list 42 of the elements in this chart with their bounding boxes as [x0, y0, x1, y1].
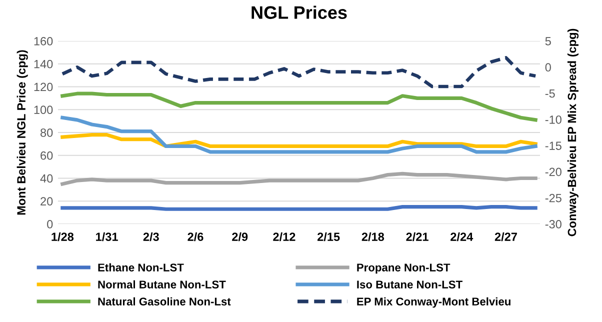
y-tick-label: 80	[40, 128, 53, 137]
line-series	[60, 116, 538, 154]
legend-label: EP Mix Conway-Mont Belvieu	[357, 297, 510, 308]
x-tick-label: 2/12	[273, 232, 296, 242]
legend-label: Natural Gasoline Non-Lst	[98, 297, 231, 306]
y-axis-title: Mont Belvieu NGL Price (cpg)	[16, 50, 28, 215]
x-tick-label: 2/9	[232, 232, 248, 242]
y2-tick-label: -30	[545, 220, 562, 228]
x-tick-label: 2/15	[317, 232, 340, 242]
y2-tick-label: -5	[545, 89, 555, 98]
legend-label: Ethane Non-LST	[98, 263, 184, 272]
y2-tick-label: -20	[545, 168, 562, 176]
y-tick-label: 60	[40, 151, 53, 160]
x-tick-label: 2/3	[143, 232, 159, 242]
x-tick-label: 1/31	[96, 232, 118, 242]
y2-tick-label: -10	[545, 115, 562, 124]
line-series	[60, 56, 538, 88]
y-tick-label: 160	[34, 37, 53, 46]
y2-tick-label: 0	[545, 63, 551, 72]
chart-title: NGL Prices	[252, 6, 347, 19]
line-series	[60, 172, 538, 186]
y-tick-label: 140	[34, 60, 53, 68]
y-tick-label: 20	[40, 197, 53, 206]
y2-tick-label: -15	[545, 142, 562, 150]
y2-tick-label: -25	[545, 194, 562, 202]
x-tick-label: 2/21	[406, 232, 428, 242]
line-series	[60, 92, 538, 122]
y2-tick-label: 5	[545, 37, 551, 46]
legend-label: Propane Non-LST	[357, 264, 450, 274]
y-tick-label: 100	[34, 106, 53, 114]
x-tick-label: 2/18	[362, 232, 384, 242]
y-tick-label: 120	[34, 82, 53, 92]
y2-axis-title: Conway-Belvieu EP Mix Spread (cpg)	[567, 28, 579, 236]
y-tick-label: 0	[47, 220, 53, 228]
x-tick-label: 2/27	[494, 232, 517, 242]
legend-label: Normal Butane Non-LST	[98, 280, 226, 288]
legend-label: Iso Butane Non-LST	[357, 280, 462, 288]
x-tick-label: 2/6	[188, 232, 204, 242]
y-tick-label: 40	[40, 174, 53, 183]
x-tick-label: 1/28	[52, 232, 74, 242]
line-series	[60, 132, 538, 148]
x-tick-label: 2/24	[450, 232, 474, 242]
